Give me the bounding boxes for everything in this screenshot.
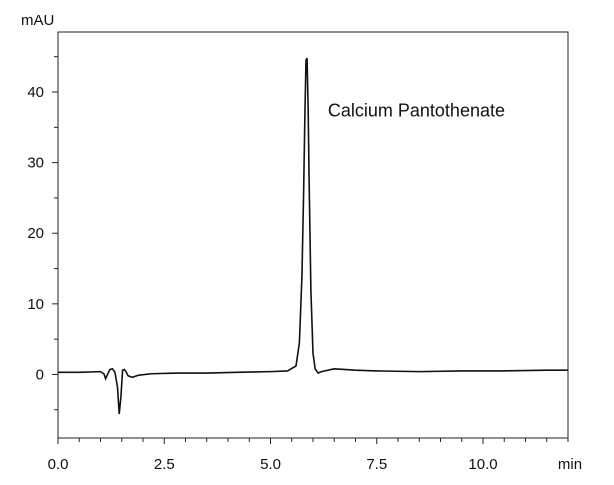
x-tick-label: 0.0 xyxy=(48,456,69,473)
y-tick-label: 40 xyxy=(27,84,44,101)
x-tick-label: 2.5 xyxy=(154,456,175,473)
y-tick-label: 30 xyxy=(27,155,44,172)
y-tick-label: 10 xyxy=(27,296,44,313)
y-axis-unit: mAU xyxy=(21,12,54,29)
x-axis-ticks: 0.0 2.5 5.0 7.5 10.0 xyxy=(48,438,569,473)
x-tick-label: 10.0 xyxy=(468,456,497,473)
x-tick-label: 7.5 xyxy=(366,456,387,473)
y-tick-label: 0 xyxy=(36,366,44,383)
y-axis-ticks: 0 10 20 30 40 xyxy=(27,56,58,411)
x-tick-label: 5.0 xyxy=(260,456,281,473)
x-axis-unit: min xyxy=(558,456,582,473)
chromatogram-trace xyxy=(58,57,568,415)
y-tick-label: 20 xyxy=(27,225,44,242)
peak-annotation: Calcium Pantothenate xyxy=(328,101,505,121)
